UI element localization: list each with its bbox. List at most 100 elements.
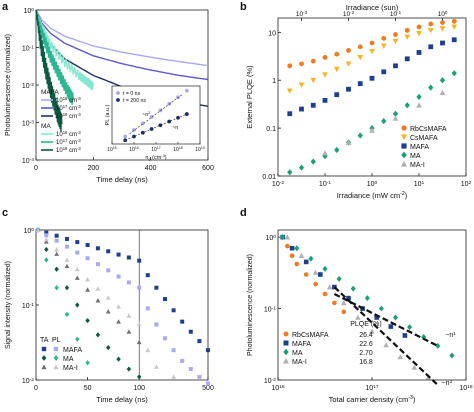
data-point-MA-I-TA <box>116 319 121 324</box>
data-point-MAFA-PL <box>54 238 59 243</box>
data-point-MA-I <box>345 139 352 145</box>
data-point-MAFA-PL <box>137 285 142 290</box>
inset-x-axis-label: n0 (cm-3) <box>145 154 166 162</box>
inset-x-tick-label: 1015 <box>107 146 117 153</box>
inset-annotation: ~n <box>172 125 178 131</box>
legend-swatch <box>283 331 289 337</box>
data-point-MAFA <box>318 272 323 277</box>
data-point-MA-I <box>383 342 389 348</box>
x-tick-label: 0 <box>34 165 38 172</box>
data-point-MAFA <box>346 86 351 92</box>
legend-swatch-pl <box>53 346 59 352</box>
x-axis-label: Irradiance (mW cm-2) <box>337 191 408 200</box>
data-point-MA-TA <box>64 285 70 291</box>
data-point-CsMAFA <box>322 72 328 78</box>
inset-fit-line <box>125 112 190 141</box>
data-point-MA <box>428 84 434 91</box>
data-point-CsMAFA <box>333 66 340 73</box>
x-tick-label: 10-2 <box>272 180 284 189</box>
data-point-MAFA-TA <box>137 258 142 263</box>
fit-line-n2 <box>333 286 439 386</box>
y-tick-label: 10-2 <box>264 377 276 386</box>
legend-label: MA-I <box>63 365 78 372</box>
x-tick-label: 101 <box>414 180 425 189</box>
inset-legend-label: t = 0 ns <box>123 91 141 97</box>
data-point-MA-TA <box>85 317 90 324</box>
data-point-RbCsMAFA <box>285 243 290 249</box>
y-tick-label: 10-2 <box>22 82 34 91</box>
y-axis-label: External PLQE (%) <box>245 65 254 129</box>
panel-label-a: a <box>2 1 9 13</box>
y-axis-label: Photoluminescence (normalized) <box>5 34 12 136</box>
y-tick-label: 0.01 <box>262 174 276 181</box>
data-point-MAFA-TA <box>64 236 69 241</box>
data-point-CsMAFA <box>416 31 422 37</box>
data-point-MA-I-PL <box>74 266 80 272</box>
data-point-RbCsMAFA <box>369 40 375 46</box>
data-point-MA <box>310 158 316 165</box>
legend-plqe-value: 16.8 <box>359 359 373 366</box>
data-point-RbCsMAFA <box>289 253 295 258</box>
legend-label: 1018 cm-3 <box>56 146 81 155</box>
data-point-MAFA-TA <box>85 243 90 248</box>
data-point-MA-I-TA <box>105 309 111 314</box>
data-point-MA <box>392 314 399 321</box>
x-tick-label: 500 <box>202 385 214 392</box>
top-axis-label: Irradiance (sun) <box>346 3 399 12</box>
data-point-MA-I-PL <box>95 286 101 291</box>
data-point-MA-TA <box>137 374 142 380</box>
inset-fit-line <box>129 94 183 134</box>
data-point-RbCsMAFA <box>451 18 457 24</box>
data-point-RbCsMAFA <box>332 300 337 306</box>
data-point-RbCsMAFA <box>299 61 304 67</box>
data-point-CsMAFA <box>392 38 399 45</box>
data-point-MA-I-PL <box>64 257 70 262</box>
data-point-MA-I <box>411 364 418 370</box>
data-point-CsMAFA <box>357 54 364 61</box>
inset-y-axis-label: PL (a.u.) <box>105 104 111 125</box>
x-tick-label: 1016 <box>271 384 285 393</box>
data-point-MAFA <box>289 245 295 251</box>
x-axis-label: Time delay (ns) <box>96 175 148 184</box>
data-point-MA-TA <box>54 266 59 272</box>
x-tick-label: 10-1 <box>319 180 331 189</box>
data-point-MA-I-PL <box>154 364 159 369</box>
data-point-RbCsMAFA <box>428 21 434 27</box>
inset-point <box>158 123 163 128</box>
data-point-MAFA-TA <box>54 233 59 238</box>
data-point-MAFA-TA <box>197 339 202 344</box>
data-point-MA <box>350 285 356 292</box>
data-point-MA-I-PL <box>136 321 142 326</box>
data-point-MA-I <box>397 354 403 360</box>
data-point-MA-PL <box>85 360 90 366</box>
data-point-MAFA-TA <box>180 319 185 324</box>
top-x-tick-label: 100 <box>438 10 448 19</box>
legend-plqe-value: 2.70 <box>359 350 373 357</box>
data-point-MAFA <box>440 40 445 46</box>
y-tick-label: 100 <box>23 227 34 236</box>
legend-plqe-value: 26.4 <box>359 332 373 339</box>
data-point-MA-I-PL <box>171 374 176 379</box>
data-point-MAFA <box>416 50 422 55</box>
y-tick-label: 10-2 <box>22 377 34 386</box>
panel-label-c: c <box>2 207 8 219</box>
legend-header: TA <box>40 337 49 344</box>
inset-point <box>184 88 189 93</box>
y-tick-label: 10-4 <box>22 157 34 166</box>
legend-label: MA <box>410 153 421 160</box>
legend-swatch <box>283 348 289 356</box>
y-tick-label: 10 <box>268 30 276 37</box>
data-point-MAFA <box>388 324 394 329</box>
x-tick-label: 600 <box>202 165 214 172</box>
data-point-MA-PL <box>54 285 59 291</box>
legend-group-title: MA <box>41 123 51 130</box>
y-tick-label: 10-1 <box>22 44 34 53</box>
data-point-CsMAFA <box>439 26 446 32</box>
data-point-MA-I-TA <box>85 287 90 292</box>
data-point-MA-TA <box>116 356 121 362</box>
series-line-MA-4 <box>35 9 74 105</box>
data-point-MA-I-PL <box>116 304 121 309</box>
data-point-MA-TA <box>44 246 49 253</box>
panel-c-frame <box>35 229 209 381</box>
data-point-RbCsMAFA <box>294 261 300 267</box>
